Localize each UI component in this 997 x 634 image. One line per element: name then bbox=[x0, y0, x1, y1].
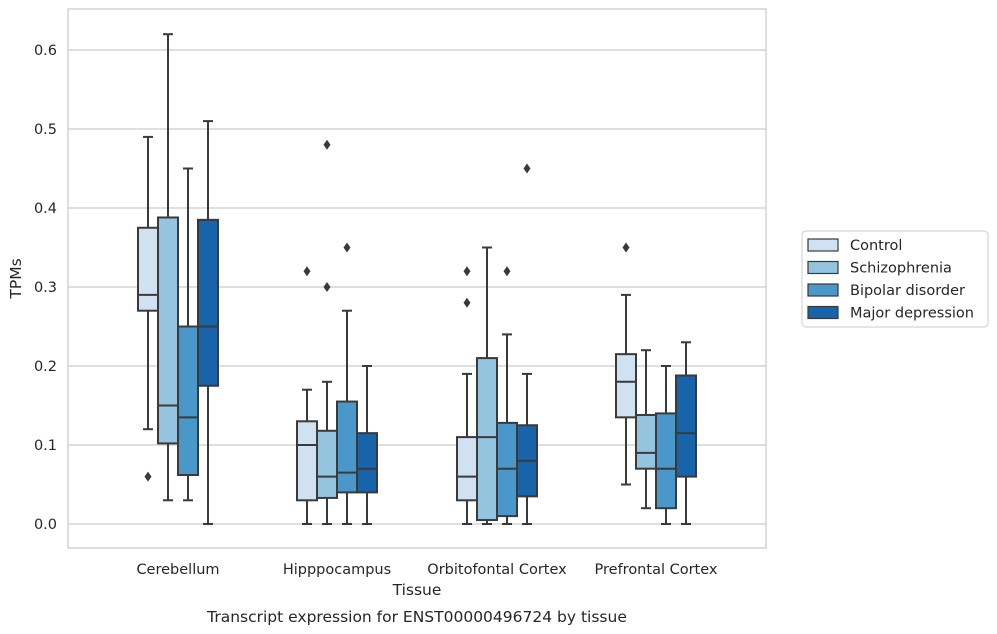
outlier-point bbox=[503, 266, 511, 277]
x-tick-label: Prefrontal Cortex bbox=[595, 562, 718, 578]
legend-swatch bbox=[807, 305, 839, 320]
y-tick-label: 0.3 bbox=[34, 280, 57, 296]
box-bipolar-disorder bbox=[177, 167, 199, 502]
legend-swatch bbox=[807, 260, 839, 275]
outlier-point bbox=[343, 242, 351, 253]
y-axis-label: TPMs bbox=[7, 258, 25, 299]
box-control bbox=[137, 135, 159, 482]
box-major-depression bbox=[675, 341, 697, 525]
legend-label: Schizophrenia bbox=[850, 261, 952, 277]
box-iqr bbox=[635, 413, 657, 470]
box-major-depression bbox=[197, 120, 219, 525]
box-iqr bbox=[197, 218, 219, 387]
outlier-point bbox=[463, 266, 471, 277]
box-schizophrenia bbox=[316, 139, 338, 525]
outlier-point bbox=[144, 471, 152, 482]
y-tick-label: 0.2 bbox=[34, 359, 57, 375]
box-control bbox=[296, 266, 318, 525]
box-iqr bbox=[356, 432, 378, 494]
outlier-point bbox=[463, 297, 471, 308]
box-schizophrenia bbox=[476, 246, 498, 525]
y-tick-label: 0.0 bbox=[34, 517, 57, 533]
outlier-point bbox=[622, 242, 630, 253]
chart-caption: Transcript expression for ENST0000049672… bbox=[206, 608, 627, 626]
legend-swatch bbox=[807, 283, 839, 297]
outlier-point bbox=[303, 266, 311, 277]
legend-frame bbox=[801, 230, 989, 328]
box-bipolar-disorder bbox=[496, 266, 518, 525]
outlier-point bbox=[523, 163, 531, 174]
box-iqr bbox=[137, 226, 159, 312]
box-schizophrenia bbox=[635, 349, 657, 510]
plot-frame bbox=[67, 8, 767, 549]
legend-label: Major depression bbox=[850, 306, 974, 322]
box-major-depression bbox=[356, 365, 378, 525]
box-major-depression bbox=[516, 163, 538, 525]
legend-label: Bipolar disorder bbox=[850, 283, 965, 299]
box-iqr bbox=[615, 353, 637, 419]
y-tick-label: 0.5 bbox=[34, 122, 57, 138]
outlier-point bbox=[323, 282, 331, 292]
x-tick-label: Orbitofontal Cortex bbox=[427, 562, 567, 578]
x-axis-label: Tissue bbox=[392, 581, 442, 599]
box-iqr bbox=[476, 357, 498, 522]
box-iqr bbox=[316, 429, 338, 499]
x-tick-labels: Cerebellum Hipppocampus Orbitofontal Corte… bbox=[136, 562, 717, 578]
y-tick-label: 0.1 bbox=[34, 438, 57, 454]
legend-swatch bbox=[807, 238, 839, 252]
box-iqr bbox=[675, 374, 697, 478]
y-tick-labels: 0.0 0.1 0.2 0.3 0.4 0.5 0.6 bbox=[34, 43, 57, 533]
y-tick-label: 0.6 bbox=[34, 43, 57, 59]
box-schizophrenia bbox=[157, 33, 179, 502]
box-control bbox=[456, 266, 478, 525]
x-tick-label: Cerebellum bbox=[136, 562, 219, 578]
legend-label: Control bbox=[850, 238, 902, 254]
box-control bbox=[615, 242, 637, 486]
box-iqr bbox=[296, 420, 318, 502]
box-iqr bbox=[157, 216, 179, 445]
legend: Control Schizophrenia Bipolar disorder Majo… bbox=[801, 230, 989, 328]
box-iqr bbox=[456, 436, 478, 502]
outlier-point bbox=[323, 139, 331, 150]
box-iqr bbox=[655, 412, 677, 510]
x-tick-label: Hipppocampus bbox=[283, 562, 391, 578]
box-bipolar-disorder bbox=[655, 365, 677, 525]
box-bipolar-disorder bbox=[336, 242, 358, 525]
boxes bbox=[137, 33, 697, 525]
y-tick-label: 0.4 bbox=[34, 201, 57, 217]
box-iqr bbox=[177, 325, 199, 477]
box-iqr bbox=[336, 400, 358, 494]
